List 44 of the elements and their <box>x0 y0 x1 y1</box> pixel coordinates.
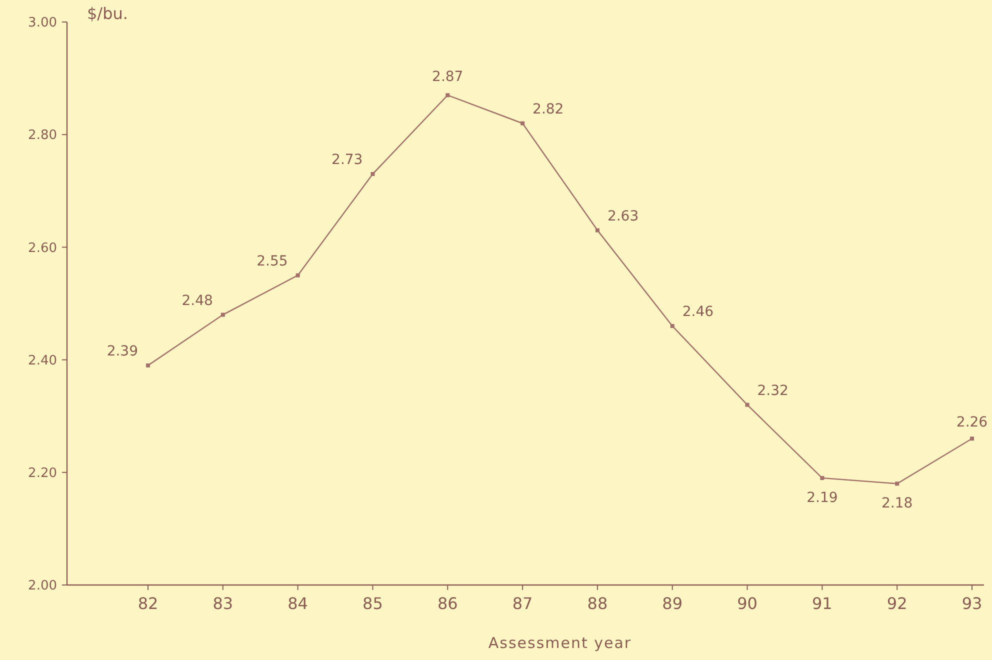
x-axis-title: Assessment year <box>488 634 632 652</box>
data-label: 2.48 <box>182 292 213 309</box>
x-tick-label: 87 <box>512 594 533 613</box>
x-tick-label: 92 <box>886 594 908 613</box>
point <box>146 363 150 368</box>
x-tick-label: 86 <box>437 594 458 613</box>
x-tick-label: 83 <box>212 594 234 613</box>
y-axis-title: $/bu. <box>87 4 128 23</box>
x-tick-label: 82 <box>138 594 158 613</box>
x-tick-label: 93 <box>962 594 982 613</box>
x-tick-label: 88 <box>587 594 608 613</box>
point <box>595 228 600 232</box>
point <box>670 324 674 328</box>
data-label: 2.18 <box>882 496 913 512</box>
y-tick-label: 2.80 <box>28 128 57 144</box>
data-label: 2.32 <box>757 382 788 399</box>
point <box>745 402 750 407</box>
point <box>370 172 375 176</box>
point <box>820 476 824 480</box>
x-tick-label: 85 <box>362 594 383 613</box>
data-label: 2.26 <box>956 414 988 431</box>
y-tick-label: 2.00 <box>28 578 57 594</box>
point <box>446 93 450 98</box>
data-label: 2.82 <box>532 101 564 118</box>
y-tick-label: 3.00 <box>28 16 57 31</box>
x-tick-label: 89 <box>662 594 683 613</box>
point <box>296 273 300 278</box>
data-label: 2.63 <box>607 208 639 224</box>
data-label: 2.39 <box>106 343 138 360</box>
y-tick-label: 2.40 <box>28 353 57 368</box>
data-label: 2.19 <box>806 490 838 506</box>
data-label: 2.87 <box>432 69 464 86</box>
point <box>520 121 525 126</box>
data-label: 2.73 <box>332 152 363 168</box>
data-label: 2.55 <box>256 253 288 270</box>
x-tick-label: 91 <box>812 594 832 613</box>
data-label: 2.46 <box>682 304 714 320</box>
x-tick-label: 84 <box>288 594 308 613</box>
y-tick-label: 2.20 <box>28 466 57 481</box>
point <box>895 482 900 486</box>
point <box>970 436 974 441</box>
x-tick-label: 90 <box>737 594 758 613</box>
point <box>220 312 225 317</box>
y-tick-label: 2.60 <box>28 240 57 256</box>
